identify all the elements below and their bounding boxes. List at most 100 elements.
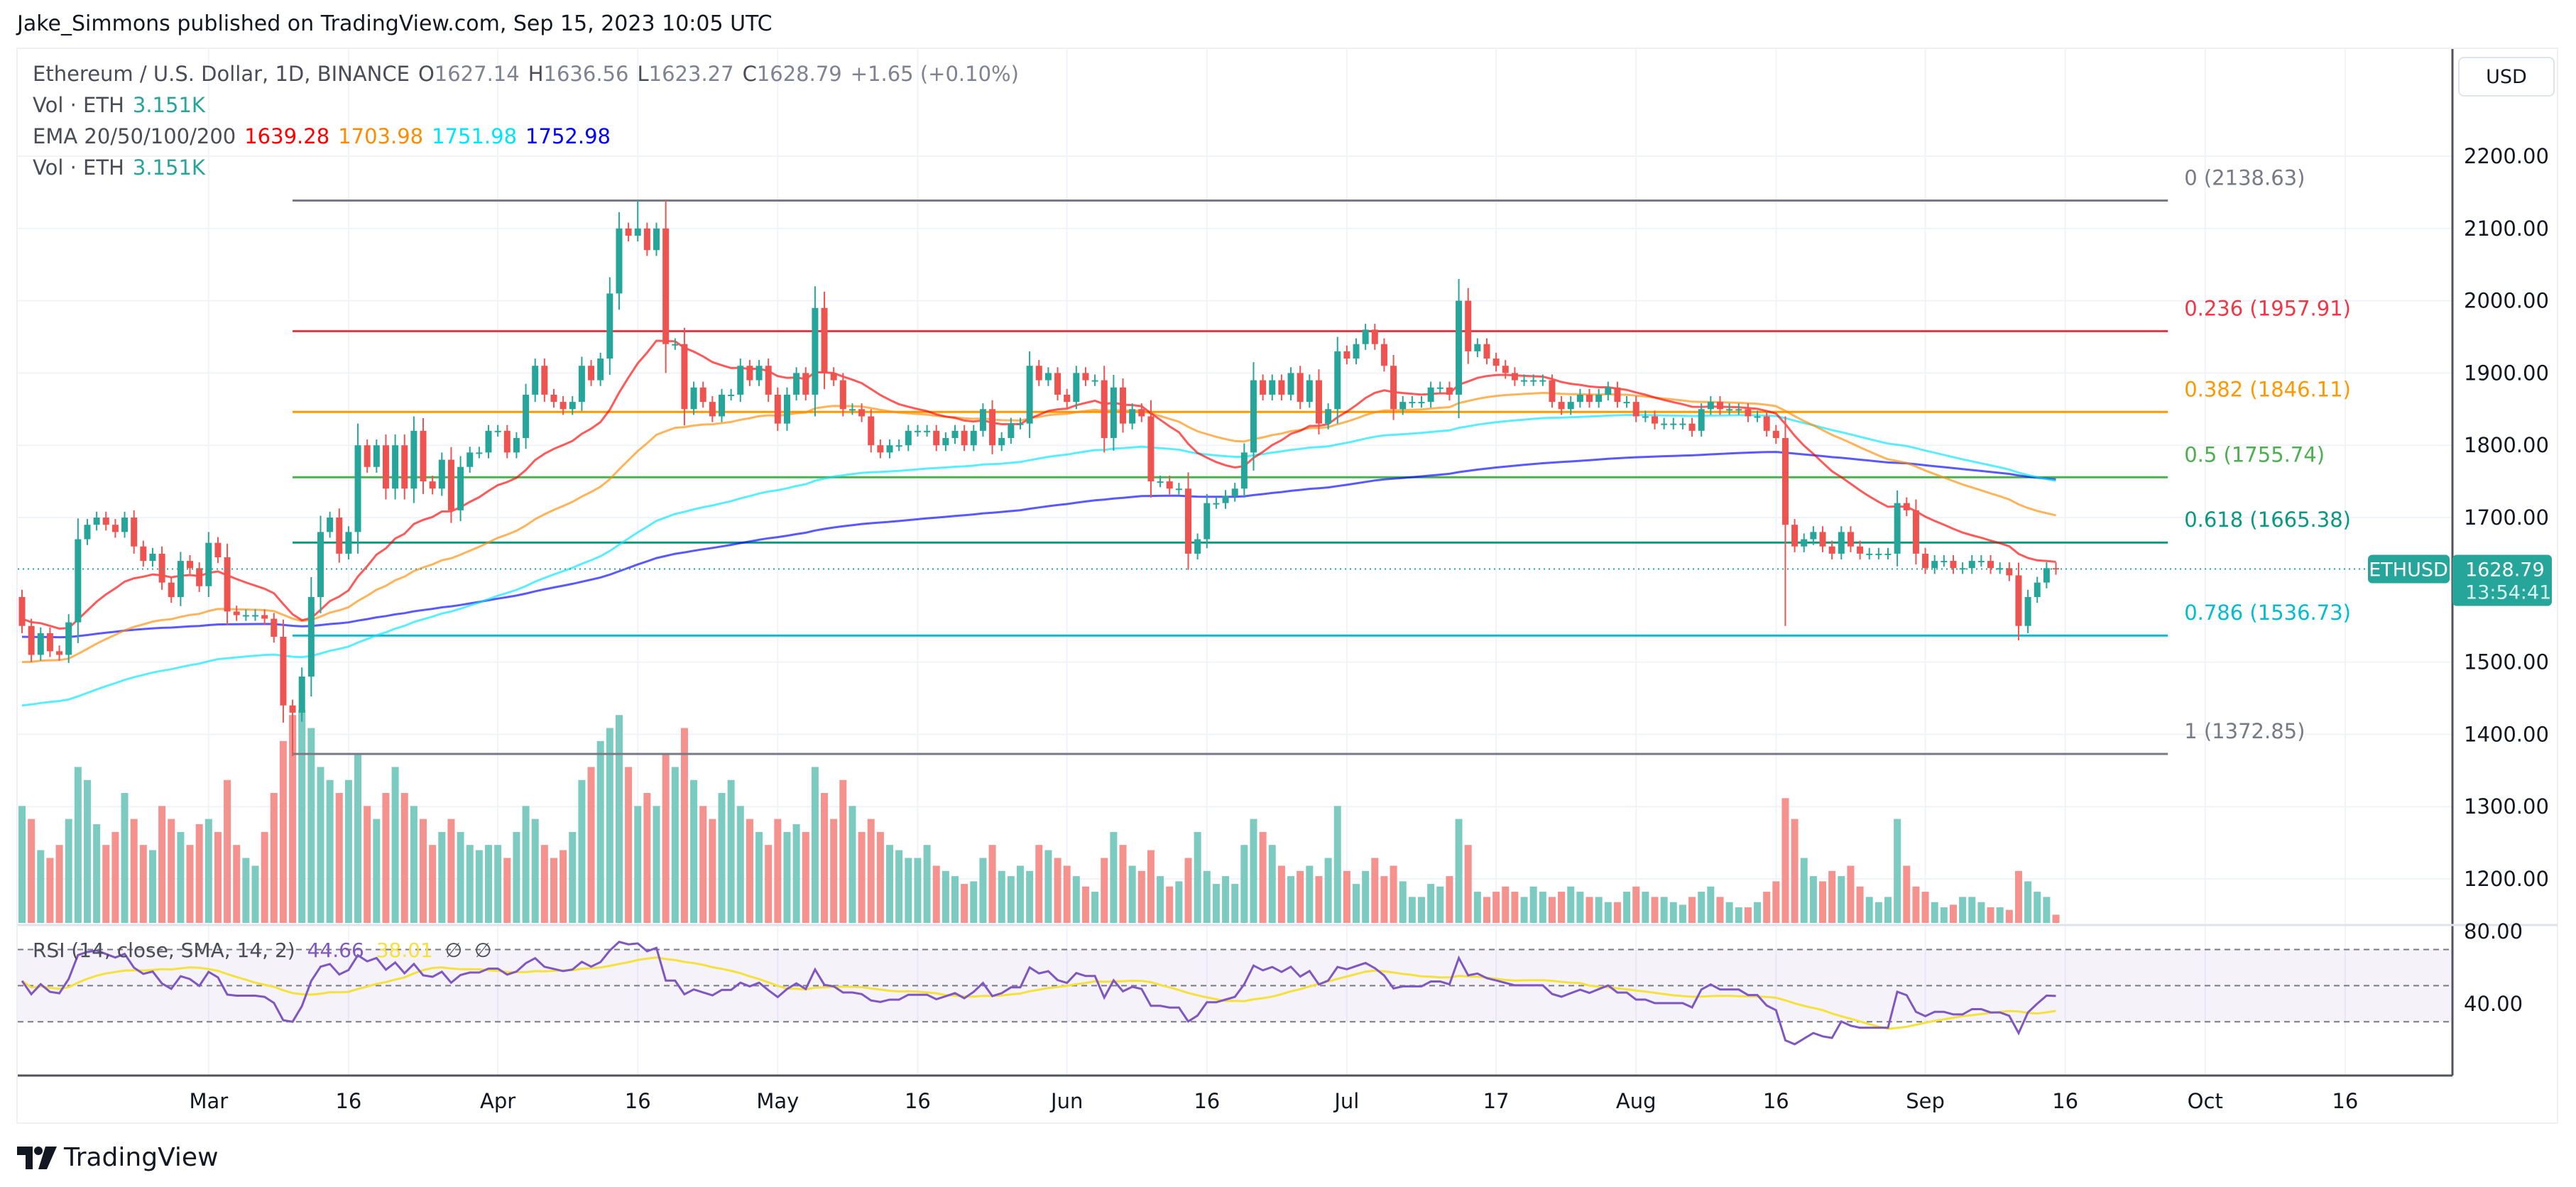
candle	[2043, 562, 2050, 589]
volume-bar	[886, 845, 894, 923]
candle	[1390, 354, 1397, 420]
candle-body	[532, 366, 539, 395]
candle-body	[1623, 402, 1630, 404]
close-label: C	[742, 62, 757, 86]
volume-bar	[1791, 819, 1799, 923]
candle	[802, 367, 809, 401]
volume-bar	[1642, 892, 1649, 923]
candle	[1306, 374, 1313, 408]
candle-body	[719, 394, 725, 417]
volume-bar	[46, 858, 54, 923]
volume-bar	[279, 740, 287, 923]
candle	[1054, 367, 1061, 401]
candle-body	[1250, 380, 1257, 453]
candle	[951, 425, 959, 444]
volume-bar	[1306, 865, 1314, 923]
candle	[1315, 369, 1322, 434]
candle	[429, 475, 436, 495]
candle-body	[1670, 423, 1677, 425]
candle	[1026, 351, 1033, 439]
candle	[1801, 533, 1808, 552]
volume-bar	[1203, 870, 1211, 923]
candle-body	[102, 518, 109, 525]
candle	[177, 552, 184, 606]
candle	[755, 360, 763, 386]
candle	[1194, 533, 1201, 560]
candle-body	[1213, 503, 1220, 505]
candle	[1157, 475, 1164, 488]
volume-bar	[1157, 876, 1164, 923]
candle	[1903, 497, 1910, 516]
high-value: 1636.56	[543, 62, 629, 86]
candle	[942, 432, 949, 452]
volume-bar	[914, 858, 922, 923]
candle-body	[1427, 387, 1434, 403]
ema200-value: 1752.98	[525, 124, 611, 148]
volume-legend-row[interactable]: Vol · ETH 3.151K	[33, 89, 1027, 121]
low-value: 1623.27	[648, 62, 734, 86]
fib-level-label: 0.382 (1846.11)	[2184, 377, 2351, 401]
volume-bar	[457, 831, 464, 923]
candle	[793, 367, 800, 401]
candle-body	[1138, 409, 1145, 417]
volume-bar	[1707, 886, 1715, 923]
candle	[1931, 554, 1938, 574]
candle	[728, 388, 735, 401]
candle	[1716, 395, 1723, 415]
chart-legend: Ethereum / U.S. Dollar, 1D, BINANCE O1627…	[33, 58, 1027, 183]
candle	[1614, 381, 1621, 408]
volume-bar	[1137, 870, 1145, 923]
candle	[457, 456, 464, 522]
candle	[1427, 381, 1434, 408]
volume-bar	[596, 740, 604, 923]
ema-legend-row[interactable]: EMA 20/50/100/200 1639.28 1703.98 1751.98 17…	[33, 121, 1027, 152]
volume-bar	[1147, 850, 1155, 923]
candle	[1260, 374, 1267, 401]
candle-body	[1801, 539, 1808, 547]
tradingview-logo[interactable]: TradingView	[17, 1143, 219, 1172]
candle-body	[728, 394, 735, 396]
candle-body	[1082, 373, 1089, 381]
volume-bar	[130, 819, 138, 923]
candle	[513, 432, 520, 459]
candle	[578, 356, 585, 411]
candle	[868, 409, 875, 453]
candle	[298, 667, 305, 722]
volume-bar	[1343, 870, 1350, 923]
candle-body	[1409, 402, 1416, 404]
candle-body	[989, 409, 996, 446]
rsi-legend[interactable]: RSI (14, close, SMA, 14, 2) 44.66 38.01 …	[33, 939, 491, 962]
volume-bar	[1101, 858, 1108, 923]
currency-button[interactable]: USD	[2458, 57, 2555, 97]
symbol-legend-row[interactable]: Ethereum / U.S. Dollar, 1D, BINANCE O1627…	[33, 58, 1027, 89]
candle-body	[1380, 344, 1387, 366]
candle-body	[578, 366, 585, 403]
candle	[1492, 352, 1500, 372]
candle-body	[1315, 380, 1322, 424]
volume-bar	[1390, 865, 1397, 923]
candle	[1138, 403, 1145, 422]
candle-body	[1456, 300, 1463, 395]
candle	[93, 511, 100, 531]
volume-legend-row-2[interactable]: Vol · ETH 3.151K	[33, 152, 1027, 183]
volume-bar	[1007, 876, 1015, 923]
candle-body	[653, 228, 660, 251]
candle-body	[233, 611, 240, 616]
volume-bar	[1492, 892, 1500, 923]
candle-body	[1240, 452, 1248, 489]
candle	[998, 432, 1005, 452]
candle-body	[783, 394, 790, 424]
candle	[345, 526, 352, 560]
candle-body	[158, 553, 165, 583]
volume-bar	[625, 767, 633, 923]
volume-bar	[662, 754, 670, 923]
candle-body	[46, 633, 53, 652]
volume-bar	[485, 845, 492, 923]
candle-body	[1558, 402, 1565, 410]
candle-body	[1754, 416, 1761, 418]
volume-bar	[1240, 845, 1248, 923]
candle-body	[1054, 373, 1061, 395]
candle-body	[597, 359, 604, 381]
candle	[1101, 366, 1108, 453]
